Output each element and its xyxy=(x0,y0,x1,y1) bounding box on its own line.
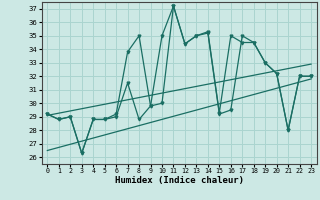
X-axis label: Humidex (Indice chaleur): Humidex (Indice chaleur) xyxy=(115,176,244,185)
